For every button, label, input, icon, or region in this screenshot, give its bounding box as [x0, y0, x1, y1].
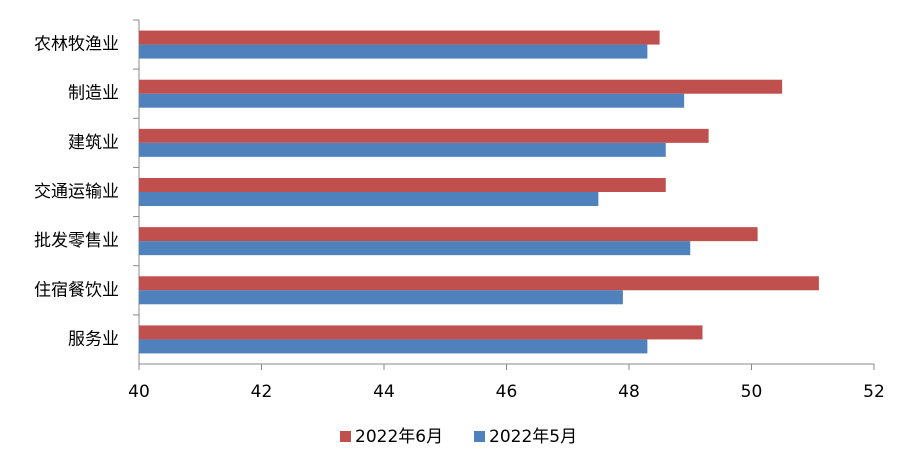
y-tick-label: 住宿餐饮业	[34, 280, 119, 300]
x-tick-label: 48	[618, 382, 640, 402]
x-tick-label: 50	[741, 382, 763, 402]
bar	[139, 44, 648, 59]
bar	[139, 276, 819, 291]
x-tick-label: 52	[863, 382, 885, 402]
bar	[139, 30, 660, 45]
bar	[139, 93, 685, 108]
bar	[139, 325, 703, 340]
bar	[139, 79, 783, 94]
legend-label: 2022年6月	[355, 427, 443, 447]
y-tick-label: 农林牧渔业	[34, 35, 119, 55]
x-tick-label: 46	[496, 382, 518, 402]
legend-swatch	[340, 431, 351, 442]
y-tick-label: 批发零售业	[34, 231, 119, 251]
y-tick-label: 建筑业	[68, 133, 119, 153]
legend-label: 2022年5月	[489, 427, 577, 447]
bar	[139, 227, 758, 242]
bar	[139, 142, 666, 157]
x-tick-label: 40	[128, 382, 150, 402]
bar	[139, 339, 648, 354]
y-tick-label: 制造业	[68, 84, 119, 104]
bar	[139, 241, 691, 256]
bar	[139, 178, 666, 192]
y-tick-label: 服务业	[68, 329, 119, 349]
bar	[139, 128, 709, 143]
x-tick-label: 44	[373, 382, 395, 402]
legend-swatch	[474, 431, 485, 442]
bar	[139, 192, 599, 206]
x-tick-label: 42	[251, 382, 273, 402]
bar	[139, 290, 623, 305]
y-tick-label: 交通运输业	[34, 182, 119, 202]
